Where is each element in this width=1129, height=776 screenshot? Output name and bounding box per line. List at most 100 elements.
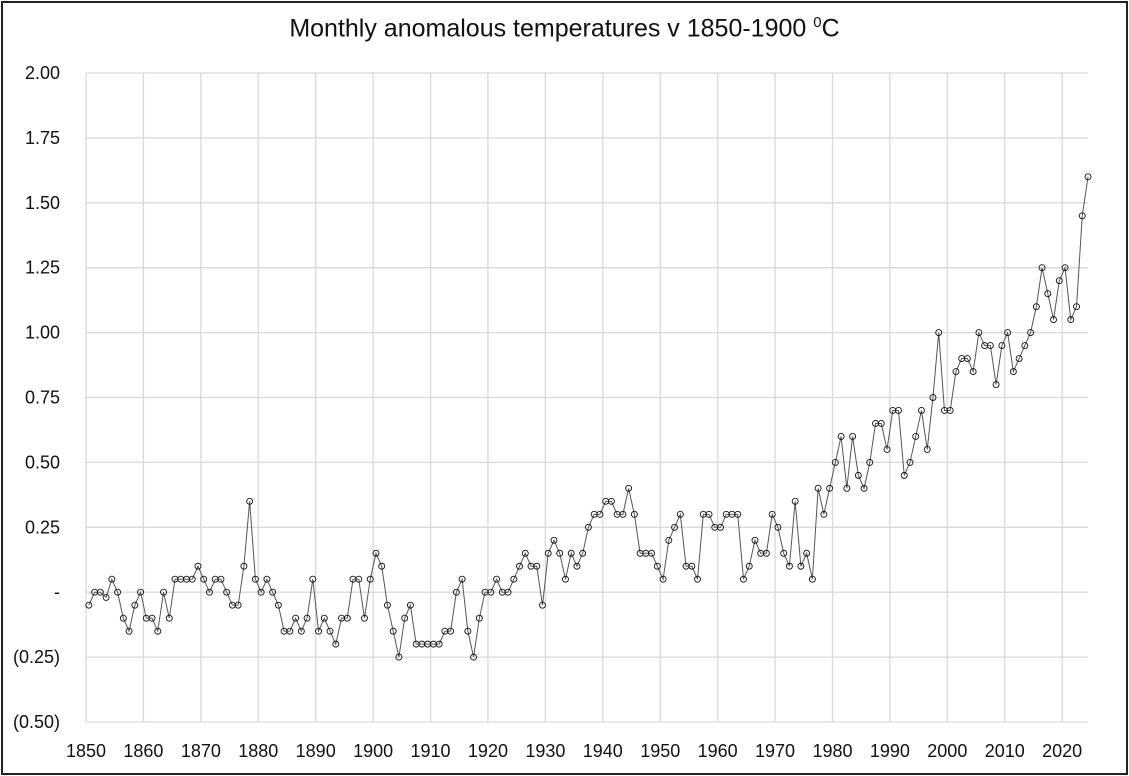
data-point — [740, 575, 747, 583]
data-point — [1044, 290, 1052, 298]
data-point — [556, 549, 564, 557]
data-point — [389, 627, 397, 635]
data-point — [923, 445, 931, 453]
data-point — [493, 575, 501, 583]
data-point — [447, 627, 455, 635]
data-point — [975, 329, 983, 337]
x-tick-label: 1850 — [66, 741, 106, 761]
data-point — [843, 484, 851, 492]
data-point — [85, 601, 93, 609]
data-point — [837, 432, 845, 440]
y-tick-label: 1.50 — [25, 193, 60, 213]
data-point — [820, 510, 828, 518]
data-point — [785, 562, 793, 570]
data-point — [395, 653, 403, 661]
data-point — [1084, 173, 1092, 181]
data-point — [826, 484, 834, 492]
data-point — [831, 458, 839, 466]
data-point — [659, 575, 667, 583]
data-point — [516, 562, 523, 570]
data-point — [625, 484, 633, 492]
data-point — [470, 653, 478, 661]
data-point — [946, 407, 954, 414]
data-point — [929, 394, 937, 401]
data-point — [734, 510, 742, 518]
data-point — [108, 575, 116, 583]
data-point — [619, 510, 627, 518]
data-point — [263, 575, 271, 583]
data-point — [257, 588, 265, 596]
x-tick-label: 1970 — [755, 741, 795, 761]
data-point — [148, 614, 156, 622]
data-point — [751, 536, 759, 544]
y-tick-label: (0.25) — [13, 647, 60, 667]
data-point — [1027, 329, 1035, 337]
x-tick-label: 1890 — [296, 741, 336, 761]
data-point — [206, 588, 213, 596]
data-point — [521, 549, 529, 557]
data-point — [1061, 264, 1069, 272]
data-point — [550, 536, 558, 544]
data-point — [1055, 277, 1063, 285]
data-point — [918, 407, 925, 414]
data-point — [653, 562, 661, 570]
data-point — [539, 601, 546, 609]
data-point — [860, 484, 868, 492]
data-point — [573, 562, 581, 570]
data-point — [240, 562, 248, 570]
data-point — [607, 497, 615, 505]
y-tick-label: (0.50) — [13, 712, 60, 732]
data-point — [630, 510, 638, 518]
data-point — [1038, 264, 1046, 272]
x-tick-label: 2020 — [1042, 741, 1082, 761]
data-point — [705, 510, 713, 518]
data-point — [579, 549, 587, 557]
data-point — [648, 549, 656, 557]
data-point — [372, 549, 380, 557]
data-point — [217, 575, 225, 583]
x-tick-label: 1960 — [698, 741, 738, 761]
data-point — [912, 432, 920, 440]
data-point — [384, 601, 391, 609]
data-point — [1078, 212, 1086, 220]
y-tick-label: 0.50 — [25, 452, 60, 472]
data-point — [774, 523, 782, 531]
x-tick-label: 1900 — [353, 741, 393, 761]
data-point — [671, 523, 679, 531]
data-point — [401, 614, 409, 622]
data-point — [883, 445, 891, 453]
data-point — [475, 614, 483, 622]
chart-title: Monthly anomalous temperatures v 1850-19… — [0, 14, 1129, 43]
y-tick-label: 1.00 — [25, 323, 60, 343]
x-tick-label: 1980 — [812, 741, 852, 761]
data-point — [969, 368, 977, 375]
data-point — [102, 593, 110, 601]
data-point — [119, 614, 127, 622]
y-tick-label: 1.75 — [25, 128, 60, 148]
data-point — [797, 562, 805, 570]
data-point — [510, 575, 518, 583]
data-point — [952, 368, 960, 375]
y-tick-label: - — [54, 582, 60, 602]
data-point — [246, 497, 254, 505]
data-point — [688, 562, 696, 570]
x-tick-label: 1860 — [123, 741, 163, 761]
data-point — [343, 614, 351, 622]
data-point — [808, 575, 816, 583]
data-point — [96, 588, 104, 596]
data-point — [464, 627, 472, 635]
data-point — [1050, 316, 1057, 324]
data-point — [326, 627, 334, 635]
x-tick-label: 1930 — [525, 741, 565, 761]
data-point — [935, 329, 943, 337]
y-tick-label: 1.25 — [25, 258, 60, 278]
data-point — [1009, 368, 1017, 375]
x-tick-label: 1880 — [238, 741, 278, 761]
data-point — [1067, 316, 1075, 324]
y-tick-label: 0.25 — [25, 517, 60, 537]
data-point — [1032, 303, 1040, 311]
data-point — [596, 510, 604, 518]
data-point — [1004, 329, 1012, 337]
data-point — [452, 588, 460, 596]
